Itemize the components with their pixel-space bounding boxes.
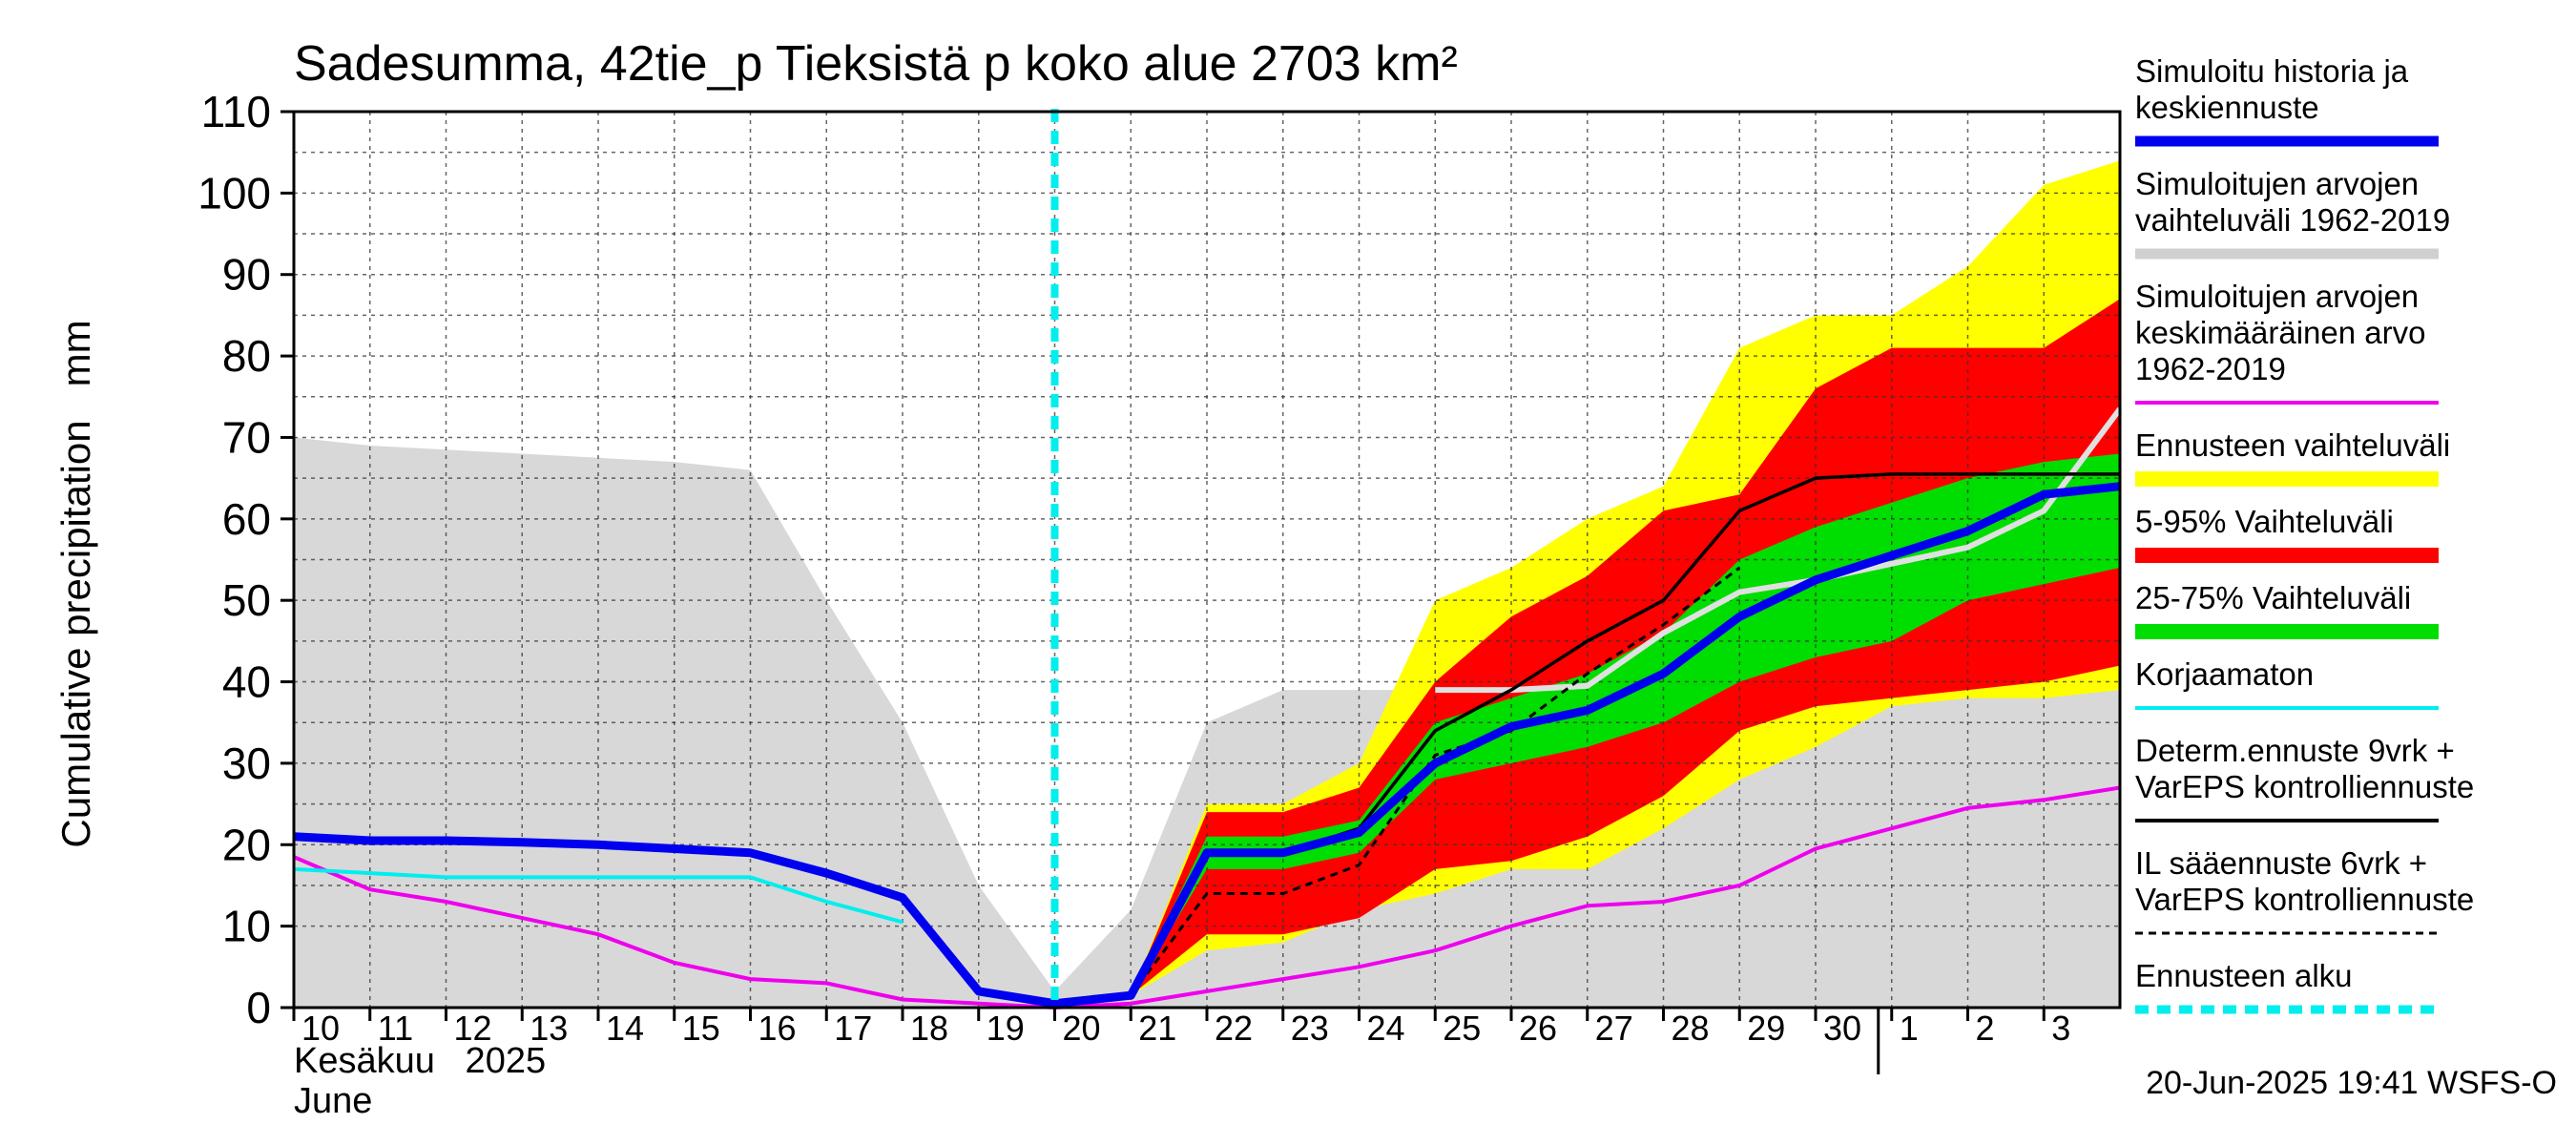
x-tick-label: 3 — [2051, 1009, 2070, 1048]
y-tick-label: 10 — [222, 902, 271, 951]
y-tick-label: 90 — [222, 250, 271, 300]
x-tick-label: 11 — [378, 1009, 413, 1048]
legend-label: Ennusteen vaihteluväli — [2135, 427, 2450, 463]
forecast-grey-line — [1435, 406, 2123, 694]
legend-item: Determ.ennuste 9vrk +VarEPS kontrollienn… — [2135, 733, 2474, 822]
legend-item: 25-75% Vaihteluväli — [2135, 580, 2439, 639]
y-tick-label: 70 — [222, 412, 271, 462]
x-tick-label: 14 — [606, 1009, 644, 1048]
legend-label: 1962-2019 — [2135, 351, 2286, 386]
il-forecast-line — [1130, 566, 1741, 997]
legend-item: Ennusteen alku — [2135, 958, 2439, 1014]
legend-label: keskiennuste — [2135, 90, 2319, 125]
legend-item: Korjaamaton — [2135, 656, 2439, 710]
legend-label: IL sääennuste 6vrk + — [2135, 845, 2427, 881]
y-tick-label: 20 — [222, 820, 271, 869]
x-tick-label: 19 — [987, 1009, 1025, 1048]
y-tick-label: 110 — [201, 87, 271, 136]
x-tick-label: 23 — [1291, 1009, 1329, 1048]
x-tick-label: 29 — [1747, 1009, 1785, 1048]
x-tick-label: 1 — [1900, 1009, 1919, 1048]
history-mean-line — [293, 482, 2121, 1009]
uncorrected-line — [293, 866, 904, 925]
legend-item: IL sääennuste 6vrk + VarEPS kontrollienn… — [2135, 845, 2474, 935]
x-tick-label: 24 — [1367, 1009, 1405, 1048]
legend-label: vaihteluväli 1962-2019 — [2135, 202, 2450, 238]
x-tick-label: 22 — [1215, 1009, 1253, 1048]
x-tick-label: 30 — [1823, 1009, 1861, 1048]
legend-label: VarEPS kontrolliennuste — [2135, 882, 2474, 917]
chart-title: Sadesumma, 42tie_p Tieksistä p koko alue… — [294, 36, 1458, 92]
legend: Simuloitu historia jakeskiennusteSimuloi… — [2135, 53, 2474, 1014]
legend-label: VarEPS kontrolliennuste — [2135, 769, 2474, 804]
y-tick-label: 60 — [222, 494, 271, 544]
x-tick-label: 10 — [301, 1009, 340, 1048]
legend-label: 5-95% Vaihteluväli — [2135, 504, 2394, 539]
x-tick-label: 26 — [1519, 1009, 1557, 1048]
month-label-fi: Kesäkuu 2025 — [294, 1041, 546, 1081]
legend-label: keskimääräinen arvo — [2135, 315, 2425, 350]
x-tick-label: 21 — [1138, 1009, 1176, 1048]
y-tick-label: 100 — [197, 168, 271, 218]
legend-label: 25-75% Vaihteluväli — [2135, 580, 2411, 615]
line-layer — [293, 109, 2123, 1010]
legend-item: Ennusteen vaihteluväli — [2135, 427, 2450, 487]
y-axis-label: Cumulative precipitation mm — [53, 320, 98, 847]
x-tick-label: 20 — [1063, 1009, 1101, 1048]
y-tick-label: 80 — [222, 331, 271, 381]
x-tick-label: 25 — [1443, 1009, 1481, 1048]
y-tick-label: 50 — [222, 575, 271, 625]
legend-label: Simuloitujen arvojen — [2135, 279, 2419, 314]
timestamp-footer: 20-Jun-2025 19:41 WSFS-O — [2146, 1065, 2557, 1101]
grid-layer — [294, 112, 2120, 1008]
legend-label: Ennusteen alku — [2135, 958, 2353, 993]
month-label-en: June — [294, 1081, 372, 1121]
x-tick-label: 27 — [1595, 1009, 1633, 1048]
x-tick-label: 28 — [1672, 1009, 1710, 1048]
x-tick-label: 17 — [834, 1009, 872, 1048]
x-tick-label: 18 — [910, 1009, 948, 1048]
legend-label: Determ.ennuste 9vrk + — [2135, 733, 2455, 768]
x-tick-label: 2 — [1976, 1009, 1995, 1048]
simulated-mean-line — [293, 785, 2121, 1010]
legend-item: 5-95% Vaihteluväli — [2135, 504, 2439, 563]
x-tick-label: 16 — [758, 1009, 797, 1048]
legend-label: Simuloitu historia ja — [2135, 53, 2409, 89]
y-tick-label: 30 — [222, 739, 271, 788]
x-tick-label: 13 — [530, 1009, 568, 1048]
y-tick-label: 0 — [246, 983, 271, 1032]
legend-label: Korjaamaton — [2135, 656, 2314, 692]
p25-75-band — [1131, 453, 2120, 996]
x-tick-label: 12 — [454, 1009, 492, 1048]
legend-label: Simuloitujen arvojen — [2135, 166, 2419, 201]
y-tick-label: 40 — [222, 657, 271, 707]
x-tick-label: 15 — [682, 1009, 720, 1048]
